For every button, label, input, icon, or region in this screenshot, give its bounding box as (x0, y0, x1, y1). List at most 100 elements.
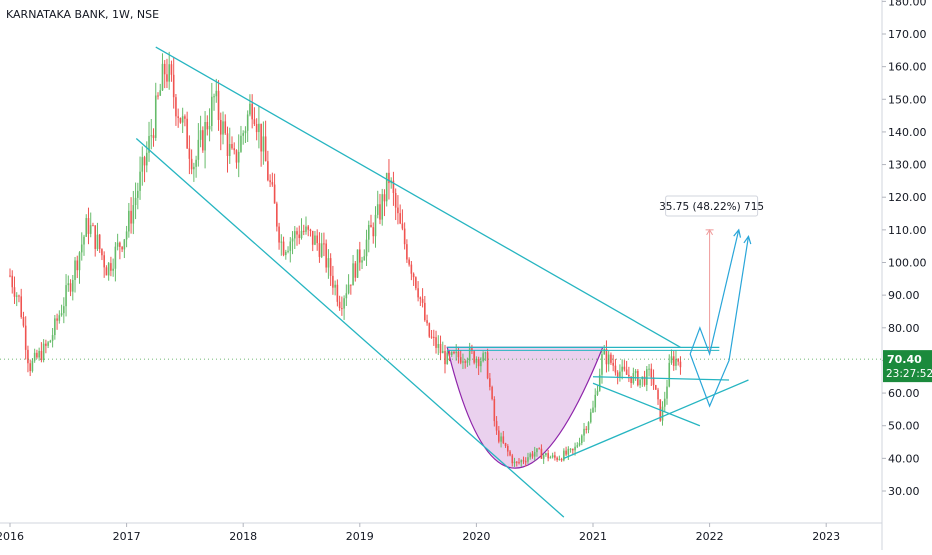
candle-body (598, 374, 601, 391)
candle-body (114, 246, 117, 269)
x-tick-label: 2021 (579, 530, 607, 543)
candle-body (186, 118, 188, 149)
candle-body (583, 428, 585, 436)
cup-layer (446, 346, 604, 469)
y-tick-label: 180.00 (888, 0, 927, 8)
candle-body (367, 224, 370, 240)
candle-body (547, 453, 549, 459)
candle-body (484, 352, 487, 354)
candle-body (177, 116, 179, 118)
candle-body (401, 223, 404, 229)
candle-body (397, 207, 399, 214)
candle-body (112, 268, 114, 271)
candle-body (498, 430, 500, 442)
candle-body (477, 358, 480, 367)
y-tick-label: 160.00 (888, 61, 927, 74)
price-badge-bg (883, 350, 932, 383)
candle-body (159, 90, 162, 96)
trendline (563, 379, 749, 459)
candle-body (9, 275, 11, 277)
x-tick-label: 2018 (229, 530, 257, 543)
candle-body (298, 234, 301, 239)
candle-body (343, 298, 345, 309)
candle-body (179, 117, 182, 123)
projection-arrowhead (743, 235, 752, 245)
candle-body (448, 352, 451, 355)
trendline (592, 382, 701, 427)
candle-body (592, 407, 594, 413)
candle-body (623, 366, 626, 370)
candle-body (282, 241, 285, 256)
candle-body (228, 144, 231, 156)
candle-body (215, 90, 218, 97)
candle-body (125, 231, 128, 240)
candle-body (13, 287, 16, 297)
candle-body (71, 280, 74, 292)
candle-body (54, 318, 56, 336)
candle-body (450, 351, 453, 355)
candle-body (329, 258, 332, 276)
candle-body (536, 448, 538, 453)
candle-body (446, 352, 449, 365)
candle-body (237, 151, 240, 163)
candle-body (527, 457, 529, 462)
candle-body (217, 90, 220, 120)
candle-body (219, 119, 222, 135)
y-tick-label: 130.00 (888, 159, 927, 172)
candle-body (372, 227, 375, 237)
candle-body (36, 352, 38, 358)
candle-body (67, 283, 70, 286)
candle-body (453, 351, 455, 354)
candle-body (650, 368, 653, 378)
candle-body (403, 228, 406, 245)
candle-body (556, 457, 558, 460)
candle-body (161, 63, 164, 91)
candle-body (58, 315, 61, 321)
candle-body (513, 461, 516, 464)
candle-body (276, 203, 278, 227)
measure-arrowhead (706, 228, 714, 236)
candle-body (462, 361, 464, 363)
candle-body (199, 130, 202, 140)
measure-label-box (665, 195, 759, 217)
candle-body (96, 234, 99, 249)
candle-body (320, 243, 323, 257)
candle-body (574, 446, 576, 451)
candle-body (437, 344, 440, 348)
measure-label: 35.75 (48.22%) 715 (659, 201, 764, 213)
candle-body (300, 230, 303, 239)
y-tick-label: 30.00 (888, 485, 920, 498)
candle-body (80, 244, 83, 253)
candle-body (137, 190, 139, 198)
y-tick-label: 80.00 (888, 322, 920, 335)
candle-body (175, 97, 177, 117)
candle-body (545, 453, 547, 456)
candle-body (251, 103, 253, 120)
candle-body (318, 243, 321, 257)
y-axis: 30.0040.0050.0060.0070.0080.0090.00100.0… (882, 0, 927, 498)
x-axis: 2016 2017 2018 2019 2020 2021 2022 2023 (0, 523, 840, 543)
x-tick-label: 2023 (812, 530, 840, 543)
candle-body (580, 435, 583, 444)
annotations-layer: 35.75 (48.22%) 715 (659, 195, 764, 408)
candle-body (285, 251, 287, 256)
candle-body (576, 445, 579, 447)
candle-body (193, 166, 195, 170)
candle-body (94, 225, 97, 249)
candle-body (287, 250, 289, 252)
candle-body (394, 192, 397, 208)
trendline (592, 376, 730, 381)
candle-body (45, 343, 47, 346)
candle-body (412, 273, 415, 278)
y-tick-label: 140.00 (888, 126, 927, 139)
candle-body (273, 184, 276, 204)
candle-body (376, 204, 379, 215)
candle-body (222, 121, 224, 135)
candle-body (670, 356, 673, 363)
candle-body (540, 448, 543, 459)
candle-body (172, 74, 175, 98)
candle-body (563, 450, 565, 461)
candle-body (614, 365, 617, 373)
candle-body (101, 249, 103, 256)
candle-body (139, 171, 141, 191)
